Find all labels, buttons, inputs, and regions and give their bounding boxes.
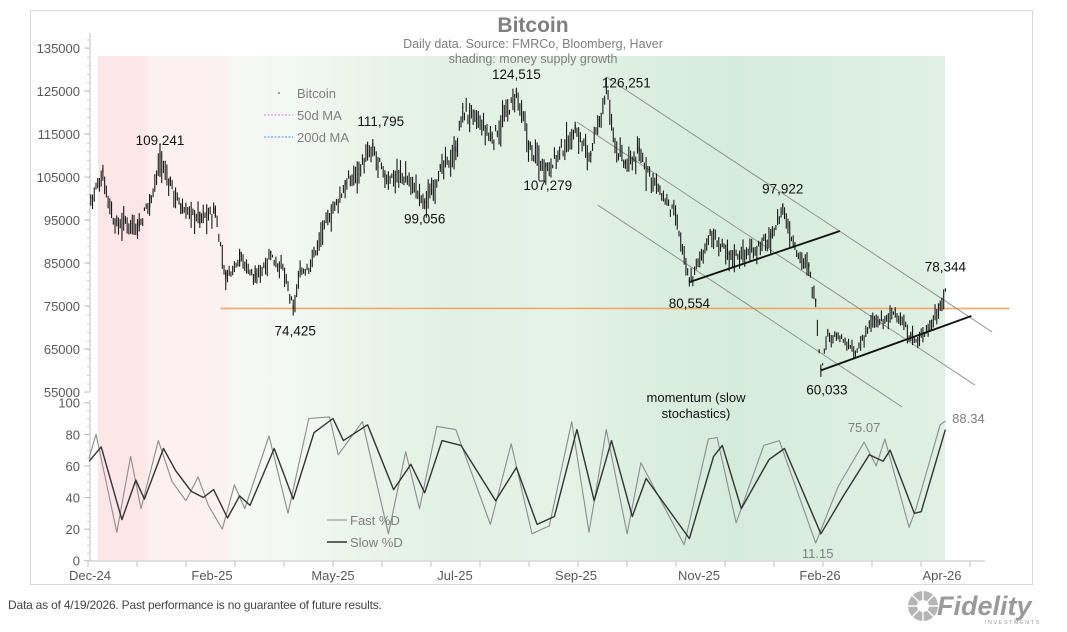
trend-line — [820, 315, 972, 372]
x-tick-label: Feb-26 — [799, 568, 840, 583]
channel-line — [606, 76, 993, 333]
x-tick-label: May-25 — [311, 568, 354, 583]
price-annotation: 97,922 — [762, 181, 803, 196]
stoch-legend-label: Slow %D — [350, 535, 403, 550]
momentum-title: stochastics) — [662, 406, 731, 421]
legend-bitcoin-marker — [278, 92, 280, 94]
legend-label: 50d MA — [297, 108, 342, 123]
price-y-tick-label: 125000 — [37, 84, 80, 99]
chart-subtitle: Daily data. Source: FMRCo, Bloomberg, Ha… — [403, 37, 663, 51]
legend-label: Bitcoin — [297, 86, 336, 101]
stoch-y-tick-label: 0 — [73, 554, 80, 569]
price-y-tick-label: 135000 — [37, 41, 80, 56]
fidelity-logo: Fidelity INVESTMENTS — [908, 591, 1041, 626]
price-y-tick-label: 115000 — [38, 127, 80, 142]
x-tick-label: Jul-25 — [437, 568, 472, 583]
stoch-y-tick-label: 100 — [58, 396, 80, 411]
x-tick-label: Sep-25 — [555, 568, 597, 583]
chart-frame — [30, 10, 1033, 585]
price-y-tick-label: 95000 — [44, 213, 80, 228]
fast-d-line — [88, 416, 946, 546]
price-bars — [90, 77, 946, 377]
channel-line — [597, 204, 903, 408]
price-annotation: 80,554 — [669, 296, 711, 311]
price-annotation: 60,033 — [806, 382, 847, 397]
stoch-legend-label: Fast %D — [350, 513, 400, 528]
price-y-tick-label: 85000 — [44, 256, 80, 271]
price-y-tick-label: 105000 — [37, 170, 80, 185]
price-y-tick-label: 65000 — [44, 342, 80, 357]
x-tick-label: Nov-25 — [678, 568, 720, 583]
logo-burst-icon — [908, 591, 938, 621]
price-y-tick-label: 55000 — [44, 385, 80, 400]
x-tick-label: Feb-25 — [191, 568, 232, 583]
stoch-y-tick-label: 60 — [66, 459, 80, 474]
stoch-annotation: 75.07 — [848, 420, 881, 435]
stoch-y-tick-label: 80 — [66, 427, 80, 442]
svg-text:Fidelity: Fidelity — [937, 591, 1033, 621]
x-tick-label: Dec-24 — [69, 568, 111, 583]
price-annotation: 99,056 — [404, 212, 445, 227]
price-annotation: 78,344 — [925, 260, 967, 275]
legend-label: 200d MA — [297, 130, 349, 145]
chart-title: Bitcoin — [497, 14, 568, 37]
stoch-annotation: 11.15 — [802, 546, 834, 561]
momentum-title: momentum (slow — [647, 390, 747, 405]
stoch-annotation: 88.34 — [952, 411, 985, 426]
price-annotation: 124,515 — [492, 67, 541, 82]
svg-text:INVESTMENTS: INVESTMENTS — [985, 620, 1041, 626]
chart-subtitle: shading: money supply growth — [449, 52, 618, 66]
price-annotation: 111,795 — [357, 114, 404, 129]
price-annotation: 107,279 — [523, 178, 572, 193]
price-y-tick-label: 75000 — [44, 299, 80, 314]
price-annotation: 126,251 — [602, 76, 651, 91]
stoch-y-tick-label: 40 — [66, 491, 80, 506]
slow-d-line — [88, 417, 947, 540]
x-tick-label: Apr-26 — [922, 568, 961, 583]
price-annotation: 74,425 — [275, 323, 316, 338]
footer-disclaimer: Data as of 4/19/2026. Past performance i… — [8, 598, 382, 612]
stoch-y-tick-label: 20 — [66, 522, 80, 537]
price-annotation: 109,241 — [136, 133, 185, 148]
trend-line — [689, 230, 841, 283]
